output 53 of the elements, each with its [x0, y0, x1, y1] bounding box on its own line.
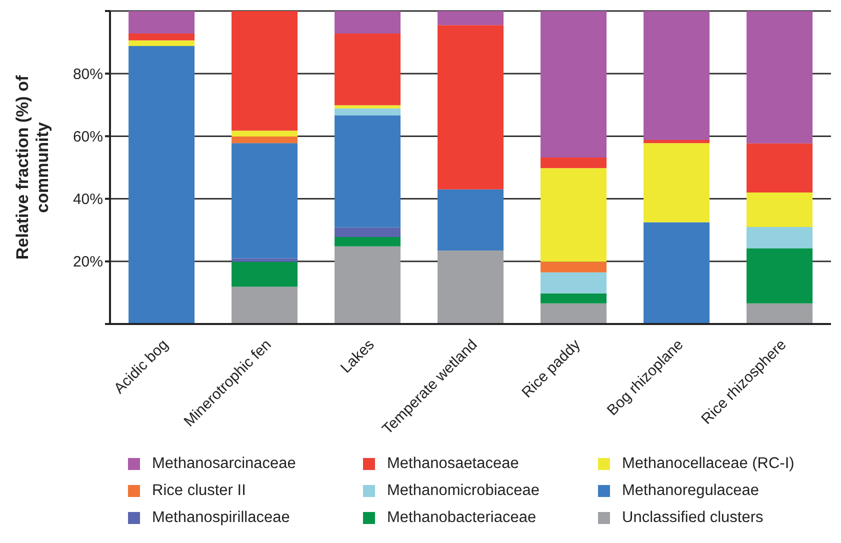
bar — [128, 34, 195, 40]
legend-label: Methanosaetaceae — [387, 455, 519, 473]
bar — [438, 11, 504, 26]
bar — [334, 11, 401, 34]
bar — [540, 11, 607, 158]
legend-label: Methanoregulaceae — [622, 482, 760, 500]
bar — [540, 272, 607, 294]
legend-label: Methanosarcinaceae — [152, 455, 296, 473]
y-tick-label: 20% — [72, 254, 103, 271]
bar — [232, 262, 298, 287]
legend-label: Methanocellaceae (RC-I) — [622, 455, 794, 473]
y-tick-label: 80% — [72, 66, 103, 83]
bar — [746, 143, 813, 193]
bar — [232, 11, 298, 131]
bar — [128, 46, 195, 324]
bar — [334, 34, 401, 106]
bar — [438, 25, 504, 190]
bar — [232, 130, 298, 137]
y-tick-label: 40% — [72, 191, 103, 208]
bar — [334, 227, 401, 237]
bar — [334, 246, 401, 324]
bar — [334, 105, 401, 108]
bar — [540, 157, 607, 168]
bar — [540, 293, 607, 304]
bar — [540, 168, 607, 262]
bar — [746, 226, 813, 248]
bar — [232, 286, 298, 324]
bar — [540, 262, 607, 272]
legend-label: Methanomicrobiaceae — [387, 482, 540, 500]
bar — [746, 303, 813, 324]
bar — [644, 140, 710, 144]
bar — [746, 192, 813, 227]
bar — [438, 250, 504, 324]
legend-label: Methanospirillaceae — [152, 509, 290, 527]
bar — [644, 222, 710, 324]
bar — [746, 11, 813, 144]
bar — [540, 303, 607, 324]
legend-label: Methanobacteriaceae — [387, 509, 536, 527]
bar — [334, 108, 401, 116]
bar — [746, 248, 813, 304]
bar — [128, 40, 195, 46]
bar — [232, 136, 298, 144]
legend-label: Unclassified clusters — [622, 509, 764, 527]
bar — [644, 11, 710, 140]
bar — [644, 143, 710, 222]
bar — [334, 115, 401, 228]
bar — [128, 11, 195, 34]
bar — [232, 143, 298, 258]
y-tick-label: 60% — [72, 128, 103, 146]
legend-label: Rice cluster II — [152, 482, 246, 500]
bar — [438, 189, 504, 250]
bar — [334, 236, 401, 246]
y-axis-title: Relative fraction (%) of community — [12, 75, 52, 260]
